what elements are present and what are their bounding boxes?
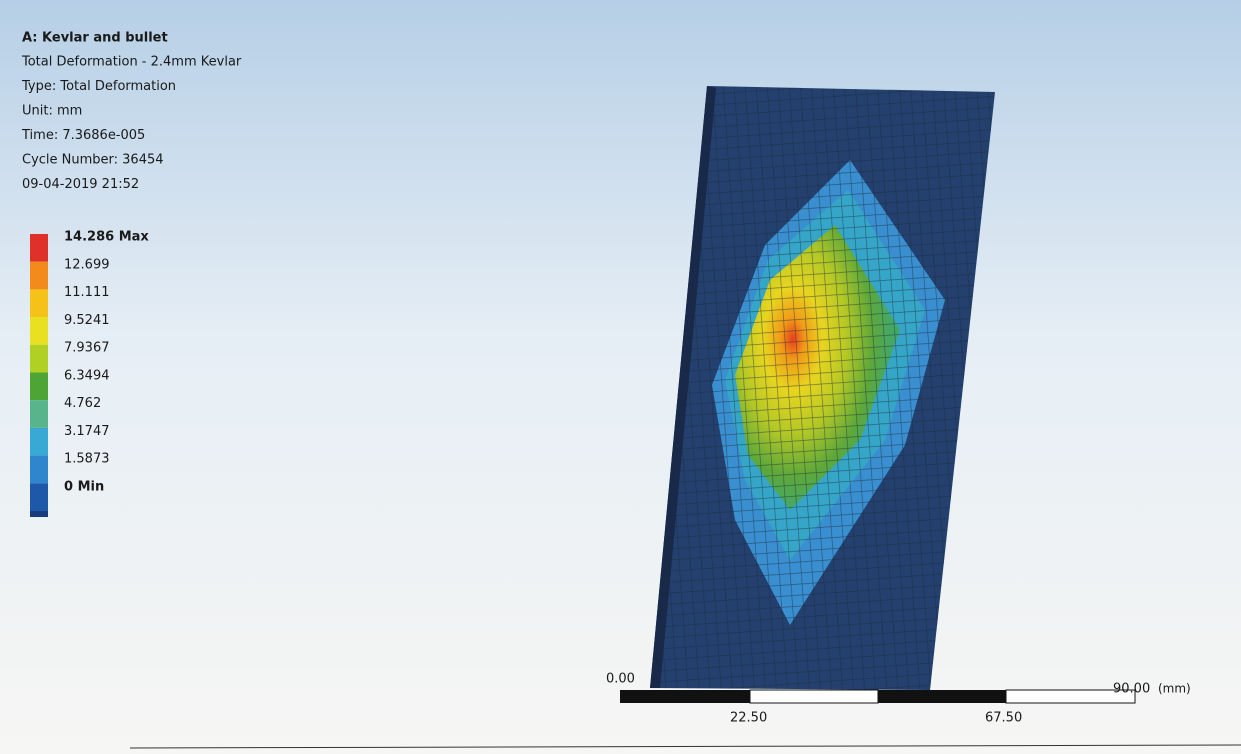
legend-label: 12.699	[64, 257, 110, 272]
scale-segment	[750, 690, 878, 703]
legend-swatch	[30, 234, 48, 262]
legend-swatch	[30, 262, 48, 290]
background	[0, 0, 1241, 754]
legend-swatch	[30, 289, 48, 317]
legend-swatch	[30, 400, 48, 428]
legend-swatch	[30, 345, 48, 373]
scale-start: 0.00	[606, 672, 635, 687]
scale-mark: 22.50	[730, 711, 767, 726]
legend-label: 3.1747	[64, 424, 110, 439]
legend-label: 4.762	[64, 396, 101, 411]
legend-label: 7.9367	[64, 341, 110, 356]
scale-segment	[878, 690, 1006, 703]
analysis-title: A: Kevlar and bullet	[22, 31, 168, 46]
info-line: Total Deformation - 2.4mm Kevlar	[21, 55, 242, 70]
legend-swatch	[30, 317, 48, 345]
info-line: Type: Total Deformation	[21, 79, 176, 94]
scale-mark: 67.50	[985, 711, 1022, 726]
legend-swatch	[30, 428, 48, 456]
info-line: Cycle Number: 36454	[22, 153, 164, 168]
legend-label: 0 Min	[64, 480, 104, 495]
scale-unit: (mm)	[1158, 682, 1191, 696]
info-line: 09-04-2019 21:52	[22, 177, 139, 192]
viewport: A: Kevlar and bullet Total Deformation -…	[0, 0, 1241, 754]
legend-swatch	[30, 511, 48, 517]
legend-swatch	[30, 483, 48, 511]
legend-label: 9.5241	[64, 313, 110, 328]
info-line: Unit: mm	[22, 104, 82, 119]
scale-end: 90.00	[1113, 682, 1150, 697]
legend-label: 14.286 Max	[64, 230, 149, 245]
legend-swatch	[30, 456, 48, 484]
info-line: Time: 7.3686e-005	[21, 128, 145, 143]
legend-label: 1.5873	[64, 452, 110, 467]
legend-swatch	[30, 373, 48, 401]
legend-label: 11.111	[64, 285, 110, 300]
legend-label: 6.3494	[64, 368, 110, 383]
scale-segment	[620, 690, 750, 703]
